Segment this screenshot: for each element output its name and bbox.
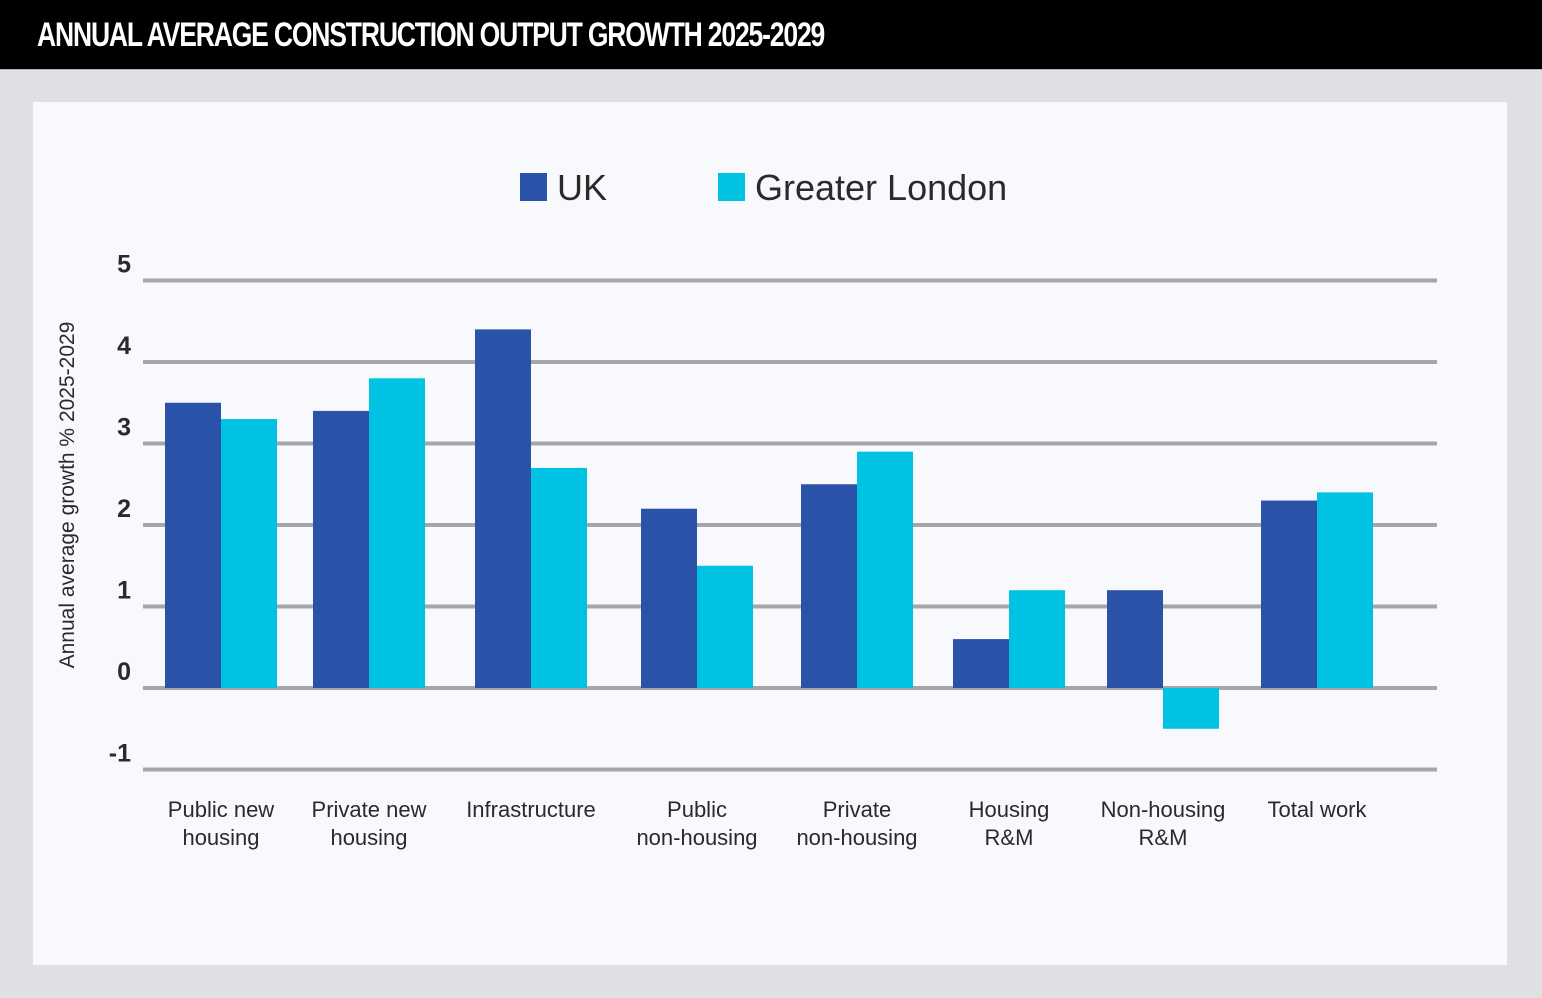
- x-category-label: Housing R&M: [969, 797, 1050, 850]
- gridline: [143, 278, 1437, 283]
- x-category-label: Private non-housing: [796, 797, 917, 850]
- x-axis-labels: Public new housing Private new housing Infra…: [168, 797, 1368, 850]
- header-bar: ANNUAL AVERAGE CONSTRUCTION OUTPUT GROWT…: [0, 0, 1542, 70]
- y-tick-label: 0: [117, 658, 131, 686]
- bar-greater-london: [531, 467, 587, 688]
- gridline: [143, 441, 1437, 446]
- bar-uk: [165, 402, 221, 688]
- legend-swatch: [718, 173, 745, 201]
- bar-greater-london: [221, 419, 277, 688]
- y-tick-label: 1: [117, 577, 131, 605]
- bar-uk: [313, 410, 369, 688]
- x-category-label: Public new housing: [168, 797, 275, 850]
- gridline: [143, 767, 1437, 772]
- y-tick-label: 5: [117, 251, 131, 279]
- bar-uk: [475, 329, 531, 688]
- bar-uk: [1107, 590, 1163, 688]
- y-tick-label: 4: [117, 332, 131, 360]
- gridline: [143, 523, 1437, 527]
- bar-uk: [1261, 500, 1317, 688]
- x-category-label: Total work: [1267, 797, 1367, 822]
- y-tick-label: 3: [117, 414, 131, 442]
- x-category-label: Non-housing R&M: [1101, 797, 1226, 850]
- legend-label: Greater London: [755, 167, 1007, 208]
- bar-greater-london: [697, 565, 753, 688]
- legend: UK Greater London: [520, 167, 1007, 208]
- chart-title: ANNUAL AVERAGE CONSTRUCTION OUTPUT GROWT…: [37, 16, 825, 54]
- gridline: [143, 360, 1437, 364]
- gridline: [143, 686, 1437, 690]
- bar-greater-london: [1317, 492, 1373, 688]
- bar-uk: [801, 484, 857, 688]
- y-axis-ticks: 5 4 3 2 1 0 -1: [109, 251, 131, 768]
- bar-uk: [641, 508, 697, 688]
- bar-greater-london: [1163, 688, 1219, 729]
- bar-greater-london: [857, 451, 913, 688]
- x-category-label: Private new housing: [312, 797, 427, 850]
- legend-swatch: [520, 173, 547, 201]
- bars: [165, 329, 1373, 729]
- x-category-label: Infrastructure: [466, 797, 596, 822]
- y-axis-label: Annual average growth % 2025-2029: [56, 322, 79, 669]
- y-tick-label: -1: [109, 740, 131, 768]
- y-tick-label: 2: [117, 495, 131, 523]
- gridlines: [143, 278, 1437, 772]
- x-category-label: Public non-housing: [636, 797, 757, 850]
- bar-greater-london: [369, 378, 425, 688]
- bar-greater-london: [1009, 590, 1065, 688]
- legend-label: UK: [557, 167, 607, 208]
- gridline: [143, 604, 1437, 609]
- bar-uk: [953, 639, 1009, 688]
